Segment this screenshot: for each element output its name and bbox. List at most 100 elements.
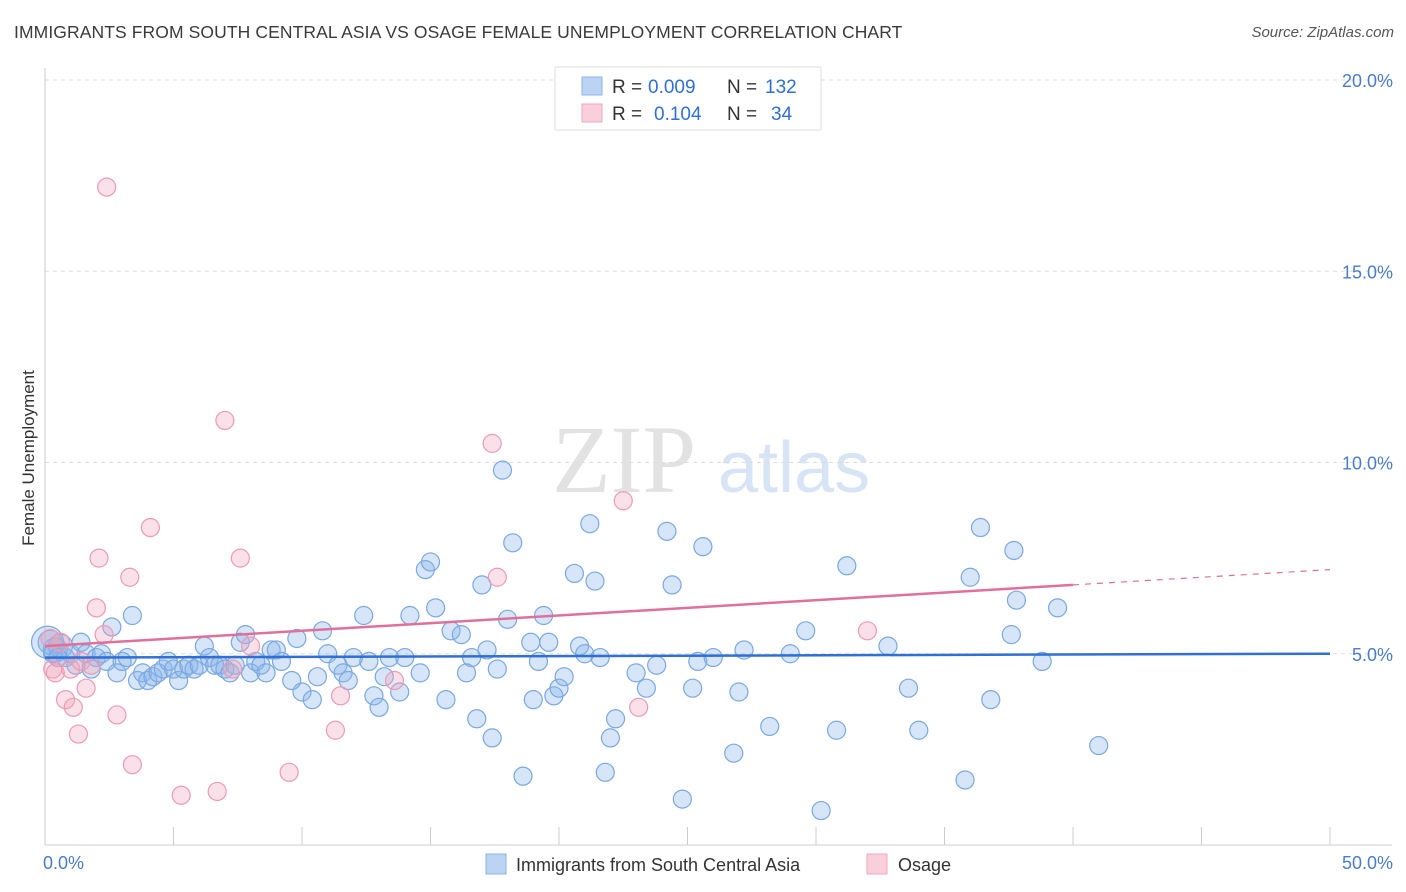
point-osage bbox=[330, 686, 351, 706]
point-south-central-asia bbox=[523, 690, 543, 710]
point-south-central-asia bbox=[796, 621, 816, 641]
point-osage bbox=[223, 659, 243, 679]
y-tick-label: 10.0% bbox=[1342, 454, 1393, 474]
point-south-central-asia bbox=[580, 514, 600, 534]
trend-lines bbox=[44, 569, 1331, 659]
point-south-central-asia bbox=[102, 617, 122, 637]
legend-n-value-1: 132 bbox=[765, 77, 797, 98]
point-south-central-asia bbox=[626, 663, 646, 683]
point-osage bbox=[207, 781, 227, 802]
legend-r-label-2: R = bbox=[612, 104, 642, 125]
point-osage bbox=[97, 177, 117, 197]
point-south-central-asia bbox=[724, 743, 744, 763]
point-south-central-asia bbox=[688, 651, 708, 672]
legend-n-value-2: 34 bbox=[771, 104, 793, 125]
point-osage bbox=[384, 670, 405, 691]
point-south-central-asia bbox=[683, 678, 703, 698]
point-osage bbox=[487, 567, 507, 587]
point-south-central-asia bbox=[1001, 625, 1021, 645]
point-osage bbox=[122, 755, 142, 775]
point-osage bbox=[857, 621, 878, 641]
point-south-central-asia bbox=[513, 766, 533, 786]
point-south-central-asia bbox=[163, 659, 184, 679]
point-south-central-asia bbox=[390, 682, 410, 702]
bottom-legend-label-2: Osage bbox=[898, 855, 951, 875]
point-south-central-asia bbox=[1004, 540, 1024, 561]
point-osage bbox=[325, 720, 346, 740]
point-osage bbox=[140, 517, 160, 538]
point-osage bbox=[629, 697, 649, 717]
point-osage bbox=[94, 625, 114, 645]
point-south-central-asia bbox=[729, 682, 749, 702]
point-south-central-asia bbox=[636, 678, 656, 698]
point-south-central-asia bbox=[657, 521, 677, 541]
point-osage bbox=[61, 659, 81, 679]
point-south-central-asia bbox=[549, 678, 569, 698]
point-south-central-asia bbox=[354, 605, 374, 626]
y-tick-label: 20.0% bbox=[1342, 71, 1393, 91]
point-south-central-asia bbox=[410, 663, 430, 683]
legend-n-label-1: N = bbox=[727, 77, 757, 98]
point-osage bbox=[89, 548, 109, 568]
trend-line-south-central-asia bbox=[44, 652, 1331, 659]
point-south-central-asia bbox=[1006, 590, 1027, 610]
point-south-central-asia bbox=[503, 533, 523, 553]
point-south-central-asia bbox=[878, 636, 898, 656]
point-osage bbox=[120, 567, 140, 587]
point-osage bbox=[55, 690, 76, 710]
point-south-central-asia bbox=[451, 625, 471, 645]
point-south-central-asia bbox=[585, 571, 605, 591]
point-south-central-asia bbox=[981, 690, 1001, 710]
point-south-central-asia bbox=[374, 667, 394, 687]
watermark-atlas: atlas bbox=[718, 428, 870, 508]
point-south-central-asia bbox=[600, 728, 621, 748]
bottom-legend-swatch-pink bbox=[866, 853, 888, 875]
point-south-central-asia bbox=[539, 632, 559, 652]
point-south-central-asia bbox=[241, 663, 261, 683]
point-south-central-asia bbox=[271, 651, 292, 672]
point-osage bbox=[171, 785, 191, 805]
legend-swatch-blue bbox=[581, 76, 603, 96]
point-osage bbox=[76, 678, 96, 698]
trend-line-osage-extension bbox=[1072, 569, 1331, 586]
point-south-central-asia bbox=[287, 628, 307, 649]
point-south-central-asia bbox=[307, 667, 328, 687]
point-south-central-asia bbox=[477, 640, 497, 660]
point-osage bbox=[230, 548, 250, 568]
point-south-central-asia bbox=[672, 789, 692, 809]
point-south-central-asia bbox=[1032, 651, 1052, 672]
trend-line-osage bbox=[44, 583, 1074, 648]
bottom-legend: Immigrants from South Central Asia Osage bbox=[485, 853, 951, 875]
point-osage bbox=[482, 433, 502, 453]
x-tick-label-min: 0.0% bbox=[43, 853, 84, 873]
chart-source: Source: ZipAtlas.com bbox=[1251, 24, 1394, 41]
watermark-zip: ZIP bbox=[552, 406, 696, 513]
point-south-central-asia bbox=[184, 659, 204, 679]
point-south-central-asia bbox=[590, 647, 610, 668]
point-osage bbox=[86, 598, 107, 618]
point-south-central-asia bbox=[369, 697, 389, 717]
y-axis-label: Female Unemployment bbox=[19, 370, 38, 546]
point-south-central-asia bbox=[256, 663, 276, 683]
point-south-central-asia bbox=[266, 640, 286, 660]
point-south-central-asia bbox=[554, 667, 574, 687]
point-south-central-asia bbox=[143, 667, 163, 687]
point-south-central-asia bbox=[826, 720, 847, 740]
point-south-central-asia bbox=[647, 655, 667, 675]
point-south-central-asia bbox=[364, 686, 384, 706]
point-south-central-asia bbox=[456, 663, 477, 683]
point-south-central-asia bbox=[693, 537, 713, 557]
point-osage bbox=[68, 724, 89, 744]
point-south-central-asia bbox=[292, 682, 312, 702]
y-tick-label: 5.0% bbox=[1352, 645, 1393, 665]
gridlines bbox=[45, 79, 1392, 655]
legend-swatch-pink bbox=[581, 103, 603, 123]
point-osage bbox=[45, 663, 65, 683]
point-south-central-asia bbox=[898, 678, 919, 698]
point-osage bbox=[107, 705, 127, 725]
point-osage bbox=[241, 636, 261, 656]
point-south-central-asia bbox=[909, 720, 929, 740]
point-osage bbox=[63, 697, 83, 717]
point-south-central-asia bbox=[420, 552, 441, 572]
point-south-central-asia bbox=[811, 800, 831, 821]
